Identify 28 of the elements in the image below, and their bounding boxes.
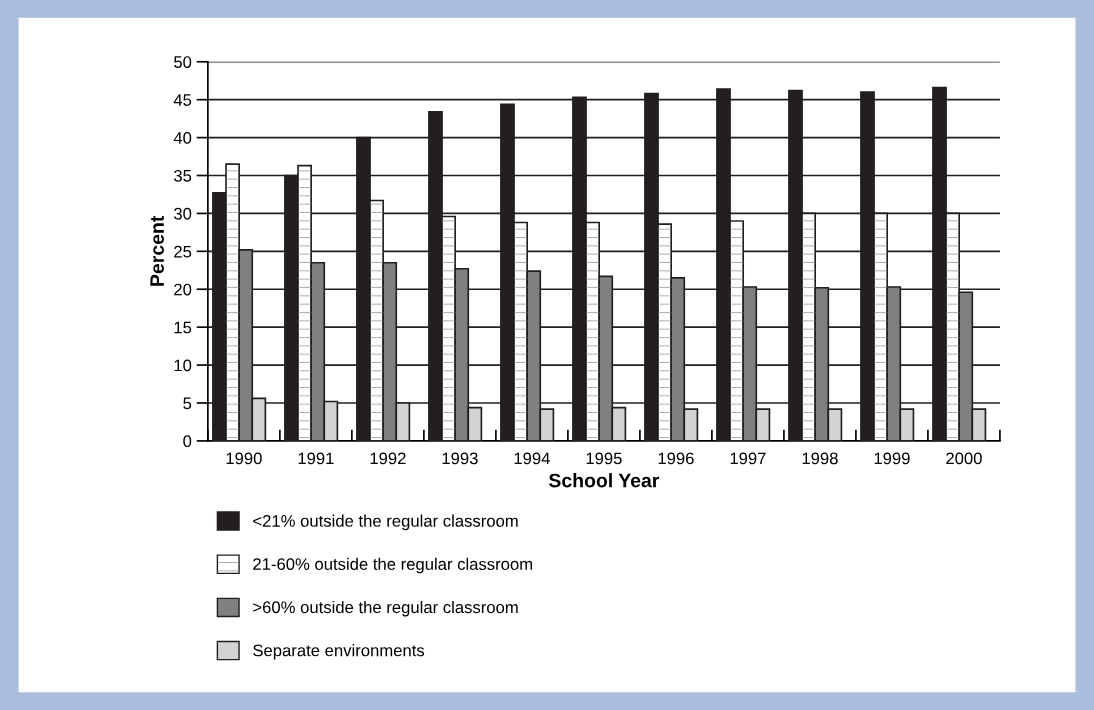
legend-label: >60% outside the regular classroom [253, 600, 518, 617]
y-tick-label: 25 [174, 245, 192, 258]
x-tick-label: 2000 [946, 452, 982, 465]
y-tick-label: 35 [173, 169, 192, 182]
y-tick-label: 15 [174, 321, 192, 334]
x-axis-title: School Year [548, 473, 660, 488]
x-tick-label: 1993 [442, 452, 478, 465]
legend-label: Separate environments [253, 644, 425, 660]
x-tick-label: 1991 [298, 452, 334, 465]
y-tick-label: 0 [183, 435, 192, 448]
y-tick-label: 20 [174, 283, 192, 296]
y-tick-label: 30 [173, 207, 192, 220]
y-tick-label: 5 [183, 397, 192, 410]
y-tick-label: 50 [174, 56, 192, 68]
legend-label: <21% outside the regular classroom [253, 514, 518, 531]
y-axis-title: Percent [150, 215, 164, 286]
y-tick-label: 10 [174, 359, 192, 372]
x-tick-label: 1999 [874, 452, 910, 465]
x-tick-label: 1997 [730, 452, 766, 465]
x-tick-label: 1990 [226, 452, 262, 465]
x-tick-label: 1996 [658, 452, 694, 465]
y-tick-label: 45 [173, 94, 192, 106]
x-tick-label: 1994 [514, 452, 550, 465]
x-tick-label: 1998 [802, 452, 838, 465]
x-tick-label: 1992 [370, 452, 406, 465]
x-tick-label: 1995 [586, 452, 622, 465]
legend-label: 21-60% outside the regular classroom [253, 557, 532, 574]
y-tick-label: 40 [173, 132, 192, 144]
